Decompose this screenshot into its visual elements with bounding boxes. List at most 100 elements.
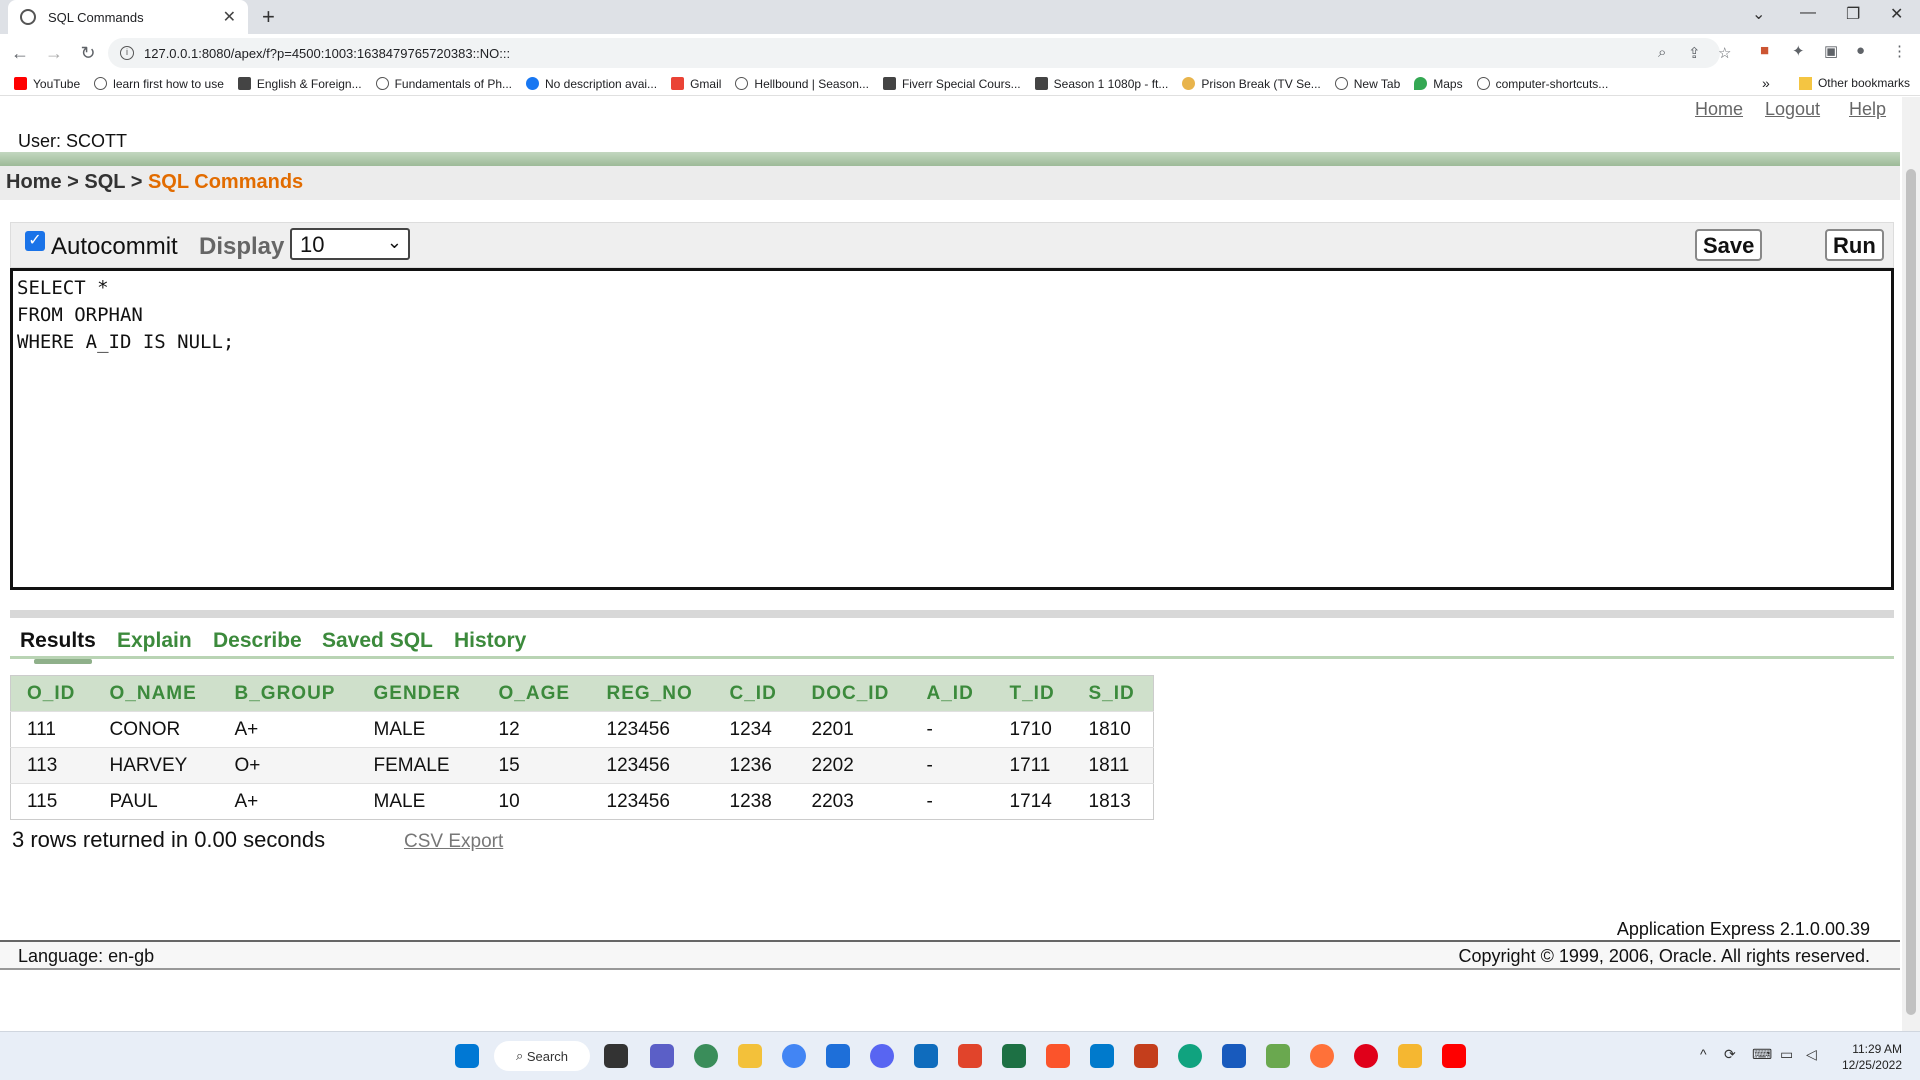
notepad-icon[interactable] (826, 1044, 850, 1068)
chrome-icon[interactable] (782, 1044, 806, 1068)
windows-start-icon[interactable] (455, 1044, 479, 1068)
clock[interactable]: 11:29 AM 12/25/2022 (1841, 1042, 1902, 1072)
share-icon[interactable]: ⇪ (1688, 45, 1701, 62)
folder-icon (882, 77, 896, 90)
sync-icon[interactable]: ⟳ (1724, 1046, 1736, 1062)
close-window-icon[interactable]: ✕ (1890, 6, 1904, 23)
sql-editor[interactable]: SELECT * FROM ORPHAN WHERE A_ID IS NULL; (10, 268, 1894, 590)
firefox-icon[interactable] (1310, 1044, 1334, 1068)
bookmark-youtube[interactable]: YouTube (14, 77, 80, 91)
notepad-plus-icon[interactable] (1266, 1044, 1290, 1068)
table-cell: - (910, 711, 994, 748)
keyboard-icon[interactable]: ⌨ (1752, 1046, 1773, 1062)
forward-icon[interactable]: → (45, 42, 63, 63)
taskbar-search[interactable]: ⌕ Search (494, 1041, 590, 1071)
menu-icon[interactable]: ⋮ (1892, 43, 1907, 60)
display-select[interactable]: 10 ⌄ (290, 228, 410, 260)
bookmark-item[interactable]: computer-shortcuts... (1476, 77, 1608, 91)
bookmark-maps[interactable]: Maps (1414, 77, 1463, 91)
globe-icon (1476, 77, 1490, 90)
youtube-app-icon[interactable] (1442, 1044, 1466, 1068)
extension-icon[interactable]: ■ (1760, 42, 1770, 59)
new-tab-icon[interactable]: + (262, 4, 275, 29)
store-icon[interactable] (958, 1044, 982, 1068)
chatgpt-icon[interactable] (1178, 1044, 1202, 1068)
apex-page: Home Logout Help User: SCOTT Home > SQL … (0, 97, 1900, 1031)
run-button[interactable]: Run (1825, 229, 1884, 261)
autocommit-checkbox[interactable]: ✓ (25, 231, 45, 251)
tab-results[interactable]: Results (20, 629, 96, 652)
display-label: Display (199, 233, 285, 260)
app-icon[interactable] (1398, 1044, 1422, 1068)
table-cell: 2202 (795, 747, 911, 784)
site-info-icon[interactable]: i (120, 46, 134, 60)
opera-icon[interactable] (1354, 1044, 1378, 1068)
puzzle-icon[interactable]: ✦ (1792, 43, 1805, 60)
breadcrumb-sql[interactable]: SQL (84, 171, 126, 193)
bookmark-folder[interactable]: English & Foreign... (237, 77, 362, 91)
tab-strip: SQL Commands ✕ + ⌄ — ❐ ✕ (0, 0, 1920, 34)
table-cell: 1810 (1072, 711, 1154, 748)
browser-tab[interactable]: SQL Commands ✕ (8, 0, 248, 34)
tab-saved-sql[interactable]: Saved SQL (322, 629, 433, 652)
close-tab-icon[interactable]: ✕ (222, 9, 236, 26)
excel-icon[interactable] (1002, 1044, 1026, 1068)
help-link[interactable]: Help (1849, 99, 1887, 119)
bookmark-folder[interactable]: Fiverr Special Cours... (882, 77, 1021, 91)
tab-explain[interactable]: Explain (117, 629, 192, 652)
discord-icon[interactable] (870, 1044, 894, 1068)
table-cell: - (910, 747, 994, 784)
logout-link[interactable]: Logout (1765, 99, 1821, 119)
site-icon (1182, 77, 1196, 90)
breadcrumb-home[interactable]: Home (6, 171, 62, 193)
tab-history[interactable]: History (454, 629, 527, 652)
network-icon[interactable]: ▭ (1780, 1046, 1794, 1062)
bookmark-item[interactable]: No description avai... (526, 77, 657, 91)
bookmark-item[interactable]: Fundamentals of Ph... (375, 77, 512, 91)
page-scrollbar[interactable] (1902, 97, 1920, 1031)
address-bar[interactable]: i 127.0.0.1:8080/apex/f?p=4500:1003:1638… (108, 38, 1731, 68)
search-icon: ⌕ (515, 1048, 527, 1063)
side-panel-icon[interactable]: ▣ (1824, 43, 1839, 60)
home-link[interactable]: Home (1695, 99, 1744, 119)
restore-icon[interactable]: ❐ (1846, 6, 1861, 23)
globe-icon (20, 9, 36, 25)
save-button[interactable]: Save (1695, 229, 1763, 261)
powerpoint-icon[interactable] (1134, 1044, 1158, 1068)
bookmark-folder[interactable]: Season 1 1080p - ft... (1034, 77, 1168, 91)
bookmark-item[interactable]: Hellbound | Season... (735, 77, 869, 91)
table-cell: 1238 (713, 783, 796, 820)
bookmark-star-icon[interactable]: ☆ (1718, 45, 1732, 62)
profile-avatar-icon[interactable]: ● (1856, 42, 1866, 59)
tab-describe[interactable]: Describe (213, 629, 302, 652)
bookmark-item[interactable]: Prison Break (TV Se... (1182, 77, 1321, 91)
teams-icon[interactable] (650, 1044, 674, 1068)
bookmark-gmail[interactable]: Gmail (671, 77, 721, 91)
other-bookmarks[interactable]: Other bookmarks (1798, 76, 1910, 90)
csv-export-link[interactable]: CSV Export (404, 831, 504, 852)
copyright: Copyright © 1999, 2006, Oracle. All righ… (1458, 946, 1870, 966)
vscode-icon[interactable] (1090, 1044, 1114, 1068)
task-view-icon[interactable] (604, 1044, 628, 1068)
tab-search-icon[interactable]: ⌄ (1752, 6, 1766, 23)
file-explorer-icon[interactable] (738, 1044, 762, 1068)
scrollbar-thumb[interactable] (1906, 169, 1916, 1015)
bookmark-item[interactable]: New Tab (1334, 77, 1400, 91)
chevron-down-icon: ⌄ (386, 232, 402, 252)
zoom-icon[interactable]: ⌕ (1658, 44, 1667, 61)
user-label: User: SCOTT (18, 131, 128, 151)
chevron-up-icon[interactable]: ^ (1700, 1046, 1707, 1062)
table-cell: 10 (482, 783, 591, 820)
brave-icon[interactable] (1046, 1044, 1070, 1068)
minimize-icon[interactable]: — (1800, 4, 1816, 21)
url-text: 127.0.0.1:8080/apex/f?p=4500:1003:163847… (144, 45, 511, 61)
bookmark-item[interactable]: learn first how to use (94, 77, 224, 91)
results-table: O_ID O_NAME B_GROUP GENDER O_AGE REG_NO … (10, 675, 1154, 820)
outlook-icon[interactable] (914, 1044, 938, 1068)
volume-icon[interactable]: ◁ (1806, 1046, 1817, 1062)
reload-icon[interactable]: ↻ (80, 42, 96, 63)
back-icon[interactable]: ← (11, 42, 29, 63)
widgets-icon[interactable] (694, 1044, 718, 1068)
more-bookmarks-icon[interactable]: » (1762, 75, 1770, 91)
word-icon[interactable] (1222, 1044, 1246, 1068)
